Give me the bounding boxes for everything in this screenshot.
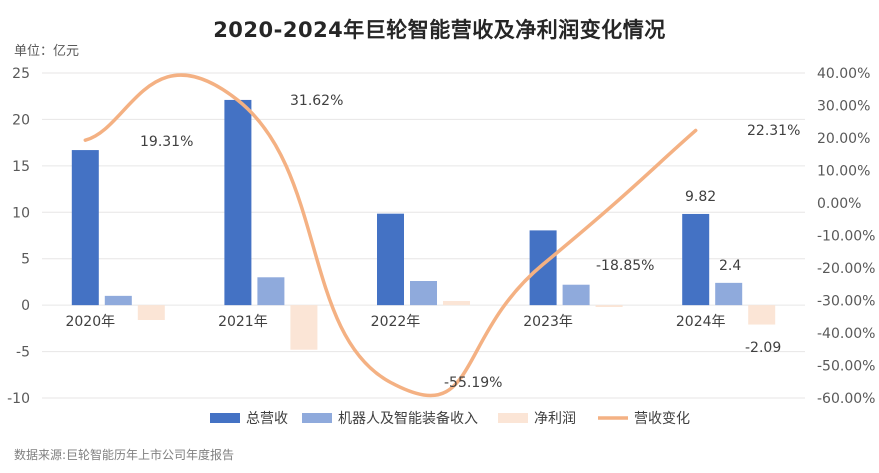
y-right-tick-label: -10.00% — [817, 229, 875, 245]
data-label: 2.4 — [719, 258, 741, 274]
legend-label: 营收变化 — [634, 411, 690, 427]
legend-label: 机器人及智能装备收入 — [338, 410, 478, 427]
y-left-tick-label: 15 — [12, 159, 30, 175]
y-left-tick-label: 10 — [12, 205, 30, 221]
bar-total-revenue — [71, 150, 99, 306]
bar-robot-revenue — [562, 284, 590, 306]
bar-net-profit — [443, 300, 470, 306]
legend-label: 净利润 — [534, 411, 576, 427]
bar-total-revenue — [529, 230, 557, 306]
data-label: 19.31% — [140, 134, 193, 150]
y-right-tick-label: 0.00% — [817, 196, 861, 212]
x-category-label: 2021年 — [218, 314, 268, 330]
legend-bar-swatch — [210, 413, 240, 423]
x-category-label: 2020年 — [65, 314, 115, 330]
y-right-tick-label: 40.00% — [817, 66, 870, 82]
y-right-tick-label: 30.00% — [817, 99, 870, 115]
y-right-tick-label: -50.00% — [817, 359, 875, 375]
bar-net-profit — [748, 305, 776, 325]
bar-robot-revenue — [715, 282, 743, 306]
bar-robot-revenue — [257, 277, 285, 306]
y-left-tick-label: 0 — [21, 298, 30, 314]
bar-net-profit — [595, 305, 623, 307]
y-right-tick-label: -20.00% — [817, 261, 875, 277]
y-left-tick-label: 20 — [12, 112, 30, 128]
bar-total-revenue — [377, 213, 404, 306]
bar-net-profit — [290, 305, 318, 350]
bar-total-revenue — [682, 213, 710, 306]
y-right-tick-label: 20.00% — [817, 131, 870, 147]
data-label: -18.85% — [596, 258, 654, 274]
legend-label: 总营收 — [246, 411, 288, 427]
x-category-label: 2023年 — [523, 314, 573, 330]
chart-title: 2020-2024年巨轮智能营收及净利润变化情况 — [213, 18, 666, 42]
y-left-tick-label: 5 — [21, 252, 30, 268]
y-right-tick-label: 10.00% — [817, 164, 870, 180]
legend-bar-swatch — [302, 413, 332, 423]
y-left-tick-label: -10 — [7, 391, 30, 407]
data-label: 31.62% — [290, 93, 343, 109]
y-right-tick-label: -60.00% — [817, 391, 875, 407]
data-label: -55.19% — [444, 375, 502, 391]
bar-robot-revenue — [104, 295, 132, 306]
unit-label: 单位：亿元 — [14, 44, 80, 59]
y-left-tick-label: -5 — [16, 345, 30, 361]
line-revenue-change — [83, 73, 698, 398]
bar-robot-revenue — [410, 281, 437, 306]
y-right-tick-label: -40.00% — [817, 326, 875, 342]
bar-net-profit — [137, 305, 165, 320]
x-category-label: 2024年 — [676, 314, 726, 330]
y-left-tick-label: 25 — [12, 66, 30, 82]
data-label: 9.82 — [685, 189, 716, 205]
bar-total-revenue — [224, 99, 252, 306]
y-right-tick-label: -30.00% — [817, 294, 875, 310]
legend-bar-swatch — [498, 413, 528, 423]
data-label: 22.31% — [747, 123, 800, 139]
data-source-note: 数据来源:巨轮智能历年上市公司年度报告 — [14, 448, 235, 462]
x-category-label: 2022年 — [371, 314, 421, 330]
data-label: -2.09 — [745, 340, 781, 356]
